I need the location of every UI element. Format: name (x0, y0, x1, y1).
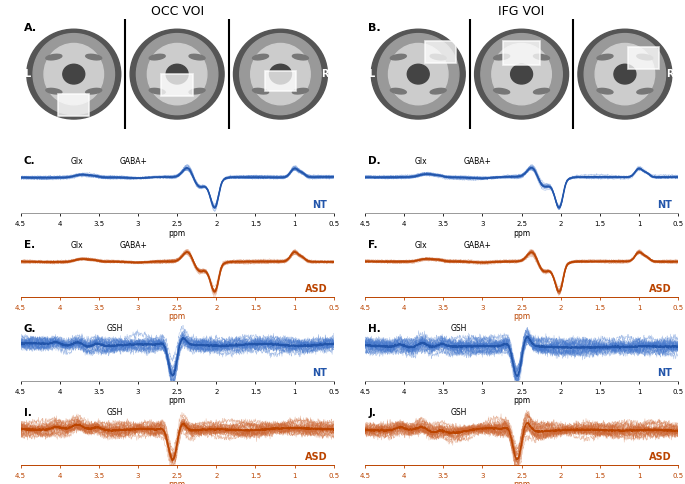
X-axis label: ppm: ppm (169, 228, 186, 238)
Ellipse shape (86, 54, 101, 60)
Text: NT: NT (312, 368, 327, 378)
X-axis label: ppm: ppm (513, 396, 530, 406)
Ellipse shape (63, 64, 85, 84)
Text: E.: E. (24, 240, 35, 250)
Ellipse shape (147, 44, 207, 105)
Ellipse shape (27, 29, 121, 119)
Ellipse shape (166, 64, 188, 84)
Text: H.: H. (368, 324, 381, 334)
Text: ASD: ASD (305, 284, 327, 294)
Text: GSH: GSH (106, 324, 123, 333)
Ellipse shape (390, 89, 406, 94)
X-axis label: ppm: ppm (513, 228, 530, 238)
Ellipse shape (149, 89, 165, 94)
Text: R: R (321, 69, 329, 79)
Title: OCC VOI: OCC VOI (151, 5, 203, 18)
Ellipse shape (481, 33, 562, 115)
Text: Glx: Glx (415, 157, 427, 166)
Ellipse shape (46, 89, 62, 94)
Text: L: L (368, 69, 375, 79)
Text: C.: C. (24, 156, 36, 166)
Ellipse shape (430, 54, 446, 60)
Ellipse shape (253, 54, 269, 60)
Ellipse shape (130, 29, 224, 119)
Text: ASD: ASD (649, 452, 672, 462)
Text: NT: NT (657, 368, 672, 378)
Ellipse shape (253, 89, 269, 94)
Ellipse shape (408, 64, 429, 84)
Ellipse shape (494, 54, 510, 60)
Ellipse shape (637, 89, 653, 94)
Text: Glx: Glx (415, 241, 427, 250)
Ellipse shape (494, 89, 510, 94)
Ellipse shape (584, 33, 666, 115)
Bar (162, 74, 192, 96)
X-axis label: ppm: ppm (513, 313, 530, 321)
Text: ASD: ASD (649, 284, 672, 294)
Ellipse shape (234, 29, 327, 119)
Ellipse shape (371, 29, 465, 119)
Ellipse shape (510, 64, 532, 84)
Text: GSH: GSH (106, 408, 123, 417)
Ellipse shape (492, 44, 551, 105)
Ellipse shape (189, 89, 205, 94)
Ellipse shape (578, 29, 672, 119)
Ellipse shape (637, 54, 653, 60)
X-axis label: ppm: ppm (513, 480, 530, 484)
Text: GSH: GSH (451, 408, 467, 417)
Ellipse shape (377, 33, 459, 115)
Bar (628, 47, 660, 69)
X-axis label: ppm: ppm (169, 396, 186, 406)
Ellipse shape (86, 89, 101, 94)
Ellipse shape (269, 64, 291, 84)
Ellipse shape (33, 33, 114, 115)
Text: F.: F. (368, 240, 377, 250)
Text: NT: NT (657, 200, 672, 210)
Ellipse shape (189, 54, 205, 60)
Ellipse shape (597, 89, 613, 94)
Text: J.: J. (368, 408, 376, 418)
Text: D.: D. (368, 156, 381, 166)
Text: Glx: Glx (71, 241, 84, 250)
X-axis label: ppm: ppm (169, 313, 186, 321)
Text: GABA+: GABA+ (119, 157, 147, 166)
Ellipse shape (292, 54, 308, 60)
Ellipse shape (136, 33, 218, 115)
Ellipse shape (388, 44, 448, 105)
Ellipse shape (614, 64, 636, 84)
Ellipse shape (597, 54, 613, 60)
Title: IFG VOI: IFG VOI (499, 5, 545, 18)
Ellipse shape (251, 44, 310, 105)
Ellipse shape (475, 29, 569, 119)
Text: GABA+: GABA+ (119, 241, 147, 250)
X-axis label: ppm: ppm (169, 480, 186, 484)
Text: I.: I. (24, 408, 32, 418)
Ellipse shape (240, 33, 321, 115)
Text: A.: A. (24, 23, 37, 32)
Ellipse shape (430, 89, 446, 94)
Text: G.: G. (24, 324, 36, 334)
Text: L: L (24, 69, 30, 79)
Ellipse shape (390, 54, 406, 60)
Ellipse shape (534, 89, 549, 94)
Bar (58, 94, 90, 116)
Bar (503, 41, 540, 65)
Text: GSH: GSH (451, 324, 467, 333)
Text: NT: NT (312, 200, 327, 210)
Ellipse shape (44, 44, 103, 105)
Ellipse shape (292, 89, 308, 94)
Ellipse shape (595, 44, 655, 105)
Bar (425, 41, 456, 63)
Text: B.: B. (368, 23, 381, 32)
Ellipse shape (534, 54, 549, 60)
Ellipse shape (46, 54, 62, 60)
Bar (265, 71, 296, 91)
Ellipse shape (149, 54, 165, 60)
Text: R: R (666, 69, 673, 79)
Text: GABA+: GABA+ (464, 241, 492, 250)
Text: GABA+: GABA+ (464, 157, 492, 166)
Text: Glx: Glx (71, 157, 84, 166)
Text: ASD: ASD (305, 452, 327, 462)
